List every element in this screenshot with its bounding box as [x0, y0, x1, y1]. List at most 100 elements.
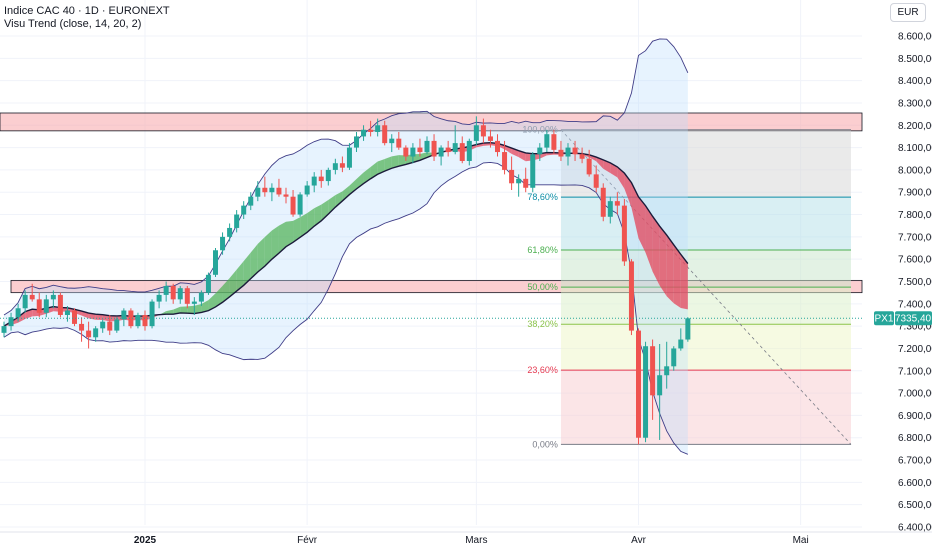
- candle: [516, 174, 522, 197]
- badge-label-box: [874, 311, 894, 326]
- time-axis[interactable]: 2025 Févr Mars Avr Mai: [0, 531, 932, 546]
- candle-body: [657, 375, 663, 396]
- x-tick-label: 2025: [134, 535, 157, 546]
- candle-body: [269, 187, 275, 193]
- candle: [29, 283, 35, 302]
- y-tick-label: 7.400,00: [898, 299, 932, 310]
- candle: [459, 136, 465, 164]
- currency-button[interactable]: EUR: [890, 3, 926, 22]
- trend-up-segment: [391, 155, 399, 169]
- y-tick-label: 7.600,00: [898, 255, 932, 266]
- candle: [100, 319, 106, 333]
- y-tick-label: 7.500,00: [898, 277, 932, 288]
- candle-body: [297, 194, 303, 215]
- candle: [43, 294, 49, 318]
- badge-value-box: [895, 311, 932, 326]
- candle: [241, 201, 247, 220]
- candle-body: [36, 299, 42, 313]
- trend-up-segment: [328, 195, 336, 215]
- candle: [600, 183, 606, 222]
- candle-body: [170, 285, 176, 300]
- candle-body: [361, 129, 367, 137]
- trend-up-segment: [250, 243, 258, 279]
- y-tick-label: 8.400,00: [898, 76, 932, 87]
- y-tick-label: 8.000,00: [898, 165, 932, 176]
- candle-body: [64, 310, 70, 315]
- candle-body: [438, 147, 444, 157]
- candle-body: [431, 140, 437, 157]
- trend-down-segment: [518, 150, 526, 162]
- candle-body: [572, 147, 578, 155]
- candle-body: [607, 201, 613, 217]
- candle-body: [452, 143, 458, 153]
- candle-body: [424, 140, 430, 153]
- candle: [621, 198, 627, 266]
- candle-body: [628, 261, 634, 331]
- candle-body: [502, 152, 508, 170]
- candle: [410, 143, 416, 164]
- candle: [586, 149, 592, 177]
- candle: [354, 131, 359, 153]
- candle-body: [558, 149, 564, 157]
- candle-body: [537, 147, 543, 155]
- fib-trendline: [560, 129, 852, 445]
- y-tick-label: 6.600,00: [898, 478, 932, 489]
- candle: [424, 136, 430, 155]
- candle: [417, 138, 423, 157]
- candle-body: [128, 310, 134, 327]
- candle-body: [86, 330, 92, 338]
- candle-body: [551, 134, 557, 150]
- candle-body: [523, 178, 529, 188]
- candle-body: [396, 138, 402, 148]
- candle-body: [318, 176, 324, 182]
- candle: [177, 285, 183, 304]
- trend-up-segment: [236, 261, 244, 292]
- candle-body: [57, 294, 63, 315]
- trend-up-segment: [173, 306, 181, 315]
- candle-body: [93, 328, 99, 338]
- candle: [50, 290, 56, 309]
- candle: [579, 147, 585, 164]
- trend-down-segment: [645, 205, 653, 272]
- symbol-title[interactable]: Indice CAC 40 · 1D · EURONEXT: [4, 5, 170, 17]
- candle: [572, 140, 578, 161]
- candle: [64, 306, 70, 322]
- candle-body: [586, 158, 592, 175]
- trend-down-segment: [631, 182, 639, 239]
- candle-body: [262, 187, 268, 193]
- candle-body: [664, 366, 670, 376]
- candle: [431, 134, 437, 161]
- fib-zone: [560, 249, 851, 288]
- trend-up-segment: [222, 278, 230, 303]
- trend-up-segment: [243, 252, 251, 286]
- trend-up-segment: [180, 306, 188, 314]
- candle: [332, 158, 338, 175]
- candle: [213, 248, 218, 278]
- trend-up-segment: [405, 154, 413, 165]
- candle-body: [346, 147, 352, 168]
- candle: [269, 183, 275, 202]
- trend-up-segment: [314, 204, 322, 227]
- trend-up-segment: [349, 179, 357, 195]
- candle: [544, 129, 550, 153]
- chart-legend: Indice CAC 40 · 1D · EURONEXT Visu Trend…: [4, 5, 170, 31]
- indicator-label[interactable]: Visu Trend (close, 14, 20, 2): [4, 18, 142, 30]
- y-tick-label: 7.700,00: [898, 232, 932, 243]
- trend-up-segment: [398, 155, 406, 167]
- candle-body: [241, 205, 247, 215]
- trend-up-segment: [257, 237, 265, 273]
- candle: [8, 312, 14, 331]
- trend-down-segment: [638, 196, 646, 253]
- candle-body: [375, 125, 381, 132]
- candle-body: [100, 321, 106, 329]
- candle-body: [636, 330, 641, 438]
- fib-zone: [560, 324, 851, 371]
- trend-up-segment: [187, 305, 195, 314]
- price-axis[interactable]: 8.600,00 8.500,00 8.400,00 8.300,00 8.200,00…: [898, 32, 932, 534]
- candle-body: [593, 174, 599, 188]
- trend-up-segment: [419, 152, 427, 161]
- y-tick-label: 8.300,00: [898, 98, 932, 109]
- candle: [671, 346, 677, 371]
- badge-value-text: 7335,40: [895, 314, 932, 325]
